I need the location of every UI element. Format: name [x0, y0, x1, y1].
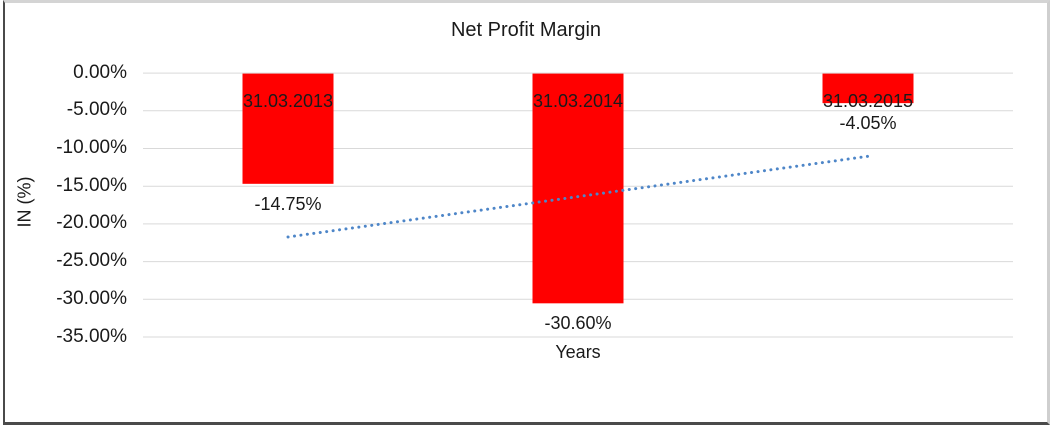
- data-label: -30.60%: [544, 313, 612, 334]
- category-label: 31.03.2014: [532, 91, 624, 111]
- y-tick-label: -30.00%: [56, 287, 127, 309]
- y-tick-label: -5.00%: [66, 99, 127, 121]
- y-tick-label: -25.00%: [56, 250, 127, 272]
- y-tick-label: -10.00%: [56, 137, 127, 158]
- y-tick-label: -35.00%: [56, 325, 127, 347]
- trendline: [286, 154, 870, 239]
- category-label: 31.03.2015: [822, 91, 914, 111]
- y-tick-label: 0.00%: [73, 61, 127, 83]
- data-label: -4.05%: [839, 113, 897, 134]
- bar-31.03.2015: [822, 73, 914, 104]
- y-tick-label: -15.00%: [56, 174, 127, 196]
- bar-31.03.2014: [532, 73, 624, 304]
- y-tick-label: -20.00%: [56, 212, 127, 234]
- category-label: 31.03.2013: [242, 91, 334, 111]
- chart-title: Net Profit Margin: [450, 19, 602, 41]
- bar-31.03.2013: [242, 73, 334, 184]
- x-axis-title: Years: [555, 342, 601, 362]
- data-label: -14.75%: [254, 193, 322, 214]
